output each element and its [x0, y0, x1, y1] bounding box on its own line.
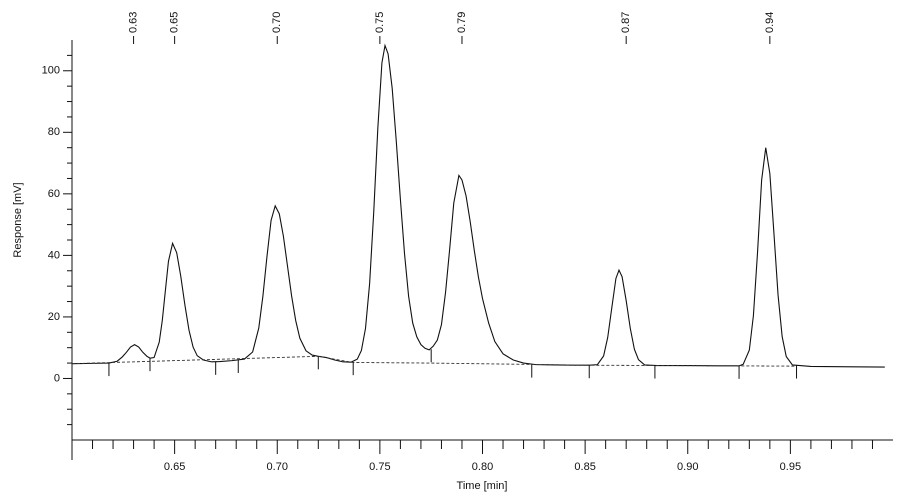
x-tick-label: 0.90	[677, 461, 698, 473]
x-axis-title: Time [min]	[457, 480, 508, 492]
peak-label: 0.63	[127, 12, 139, 33]
x-tick-label: 0.75	[369, 461, 390, 473]
y-tick-label: 0	[54, 372, 60, 384]
x-tick-label: 0.80	[472, 461, 493, 473]
signal-line	[71, 43, 885, 368]
y-tick-label: 20	[48, 311, 60, 323]
peak-label: 0.70	[271, 12, 283, 33]
y-axis-title: Response [mV]	[12, 182, 24, 257]
peak-label: 0.79	[456, 12, 468, 33]
x-tick-label: 0.65	[164, 461, 185, 473]
y-tick-label: 60	[48, 188, 60, 200]
x-tick-label: 0.95	[780, 461, 801, 473]
peak-label: 0.75	[374, 12, 386, 33]
peak-label: 0.65	[169, 12, 181, 33]
peak-label: 0.94	[764, 12, 776, 33]
y-tick-label: 40	[48, 249, 60, 261]
y-tick-label: 100	[42, 65, 60, 77]
baseline	[71, 355, 797, 367]
x-tick-label: 0.85	[574, 461, 595, 473]
x-tick-label: 0.70	[267, 461, 288, 473]
y-tick-label: 80	[48, 126, 60, 138]
peak-label: 0.87	[620, 12, 632, 33]
